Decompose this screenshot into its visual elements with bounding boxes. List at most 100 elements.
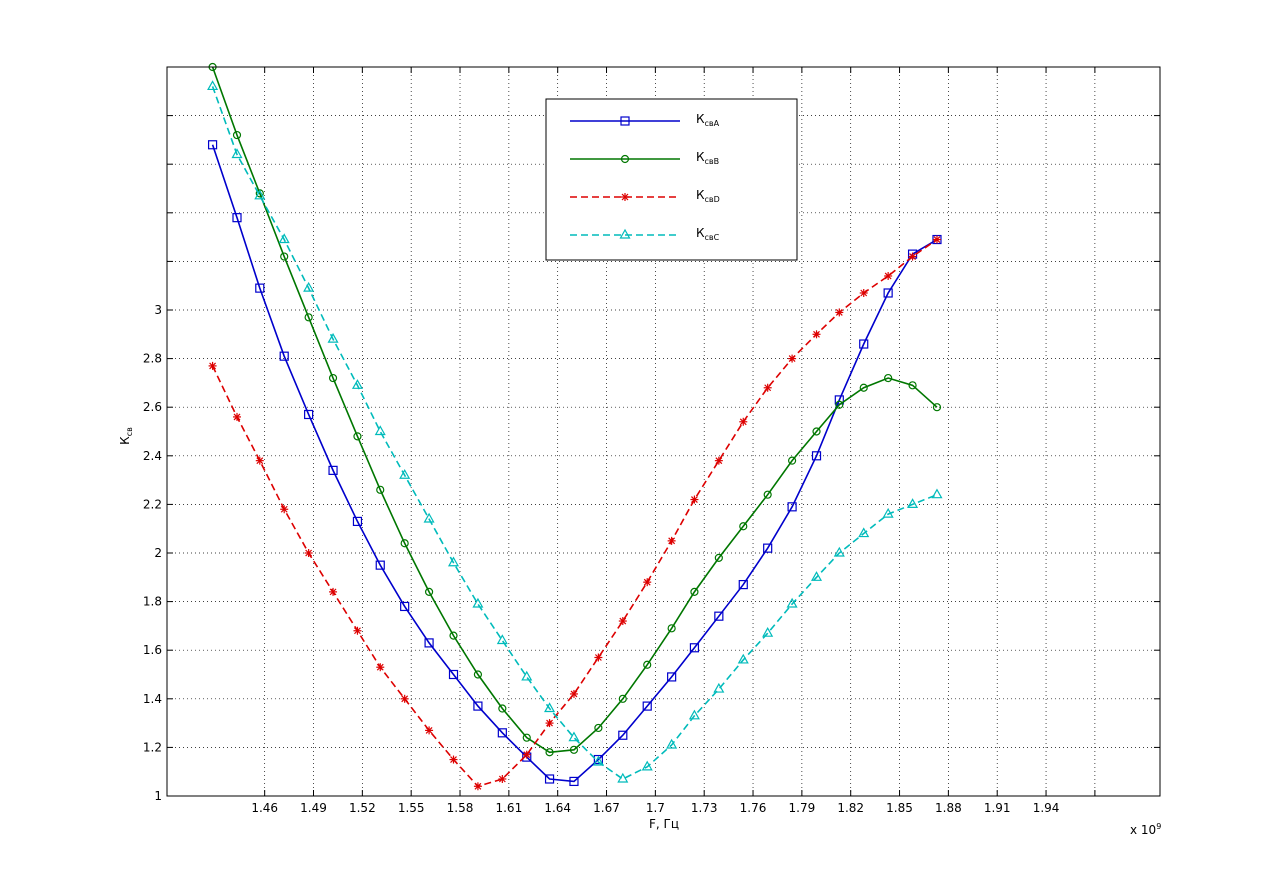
legend-label-sub: свB bbox=[705, 157, 720, 166]
legend-label-sub: свA bbox=[705, 119, 720, 128]
data-point-square bbox=[304, 409, 314, 420]
data-point-circle bbox=[328, 373, 338, 383]
ticks: 1.46 1.49 1.52 1.55 1.58 1.61 1.64 1.67 1.7 1.73 1… bbox=[143, 67, 1160, 815]
star-stroke bbox=[594, 654, 602, 661]
star-stroke bbox=[570, 690, 578, 698]
legend-entry: КсвD bbox=[570, 188, 720, 204]
data-point-square bbox=[738, 579, 748, 590]
data-point-circle bbox=[667, 624, 676, 633]
x-tick-label: 1.76 bbox=[740, 801, 767, 815]
star-stroke bbox=[546, 719, 553, 727]
data-point-square bbox=[618, 730, 628, 740]
x-tick-label: 1.91 bbox=[984, 801, 1011, 815]
data-point-triangle bbox=[374, 425, 386, 436]
y-tick-label: 1.2 bbox=[143, 740, 162, 754]
star-stroke bbox=[835, 309, 843, 316]
y-tick-label: 2 bbox=[154, 546, 162, 560]
data-point-triangle bbox=[351, 379, 363, 389]
data-point-star bbox=[788, 354, 797, 363]
x-tick-label: 1.58 bbox=[447, 801, 474, 815]
y-tick-label: 3 bbox=[154, 303, 162, 317]
legend-label: КсвD bbox=[696, 188, 720, 204]
data-point-triangle bbox=[521, 670, 533, 681]
y-tick-label: 2.8 bbox=[143, 352, 162, 366]
x-tick-label: 1.79 bbox=[789, 801, 816, 815]
series-line bbox=[211, 86, 938, 780]
star-stroke bbox=[305, 549, 313, 557]
data-point-square bbox=[883, 288, 893, 298]
data-point-square bbox=[375, 560, 385, 570]
y-tick-label: 1 bbox=[154, 789, 162, 803]
x-tick-label: 1.61 bbox=[495, 801, 522, 815]
data-point-triangle bbox=[303, 281, 315, 292]
x-tick-label: 1.85 bbox=[886, 801, 913, 815]
data-point-triangle bbox=[496, 634, 508, 645]
data-point-star bbox=[208, 361, 217, 370]
data-point-triangle bbox=[713, 682, 725, 693]
star-stroke bbox=[401, 695, 409, 703]
legend-label-main: К bbox=[696, 226, 705, 240]
data-point-circle bbox=[545, 748, 554, 757]
data-point-circle bbox=[618, 694, 627, 703]
star-stroke bbox=[450, 756, 457, 763]
data-point-circle bbox=[232, 130, 242, 140]
data-point-triangle bbox=[931, 488, 943, 499]
x-tick-label: 1.55 bbox=[398, 801, 425, 815]
data-point-circle bbox=[522, 733, 531, 742]
data-point-triangle bbox=[472, 597, 484, 608]
data-point-star bbox=[232, 412, 241, 421]
data-point-square bbox=[352, 516, 363, 527]
y-axis-title-sub: св bbox=[125, 427, 134, 436]
data-point-circle bbox=[449, 631, 458, 640]
data-point-star bbox=[400, 694, 409, 703]
star-stroke bbox=[619, 617, 627, 625]
data-point-square bbox=[667, 672, 677, 682]
legend-label-main: К bbox=[696, 150, 705, 164]
x-tick-label: 1.7 bbox=[646, 801, 665, 815]
data-point-circle bbox=[280, 252, 289, 261]
legend-label-main: К bbox=[696, 112, 705, 126]
series-свB bbox=[208, 62, 942, 757]
data-point-triangle bbox=[544, 702, 556, 713]
data-point-triangle bbox=[737, 653, 749, 664]
data-point-circle bbox=[376, 485, 385, 494]
data-point-square bbox=[689, 643, 700, 653]
data-point-star bbox=[545, 719, 554, 728]
x-exponent-base: x 10 bbox=[1130, 823, 1156, 837]
x-exponent: x 109 bbox=[1130, 822, 1161, 837]
data-point-circle bbox=[594, 723, 603, 733]
x-tick-label: 1.64 bbox=[544, 801, 571, 815]
star-stroke bbox=[425, 726, 433, 734]
data-point-circle bbox=[932, 403, 942, 412]
data-point-circle bbox=[788, 456, 797, 465]
data-point-triangle bbox=[833, 546, 845, 557]
x-exponent-power: 9 bbox=[1156, 822, 1161, 831]
series-свC bbox=[207, 80, 943, 783]
data-point-square bbox=[714, 611, 724, 621]
series-line bbox=[211, 144, 938, 783]
data-point-triangle bbox=[666, 738, 678, 749]
legend-label-sub: свC bbox=[705, 233, 720, 242]
data-point-star bbox=[425, 726, 434, 735]
y-axis-title-main: К bbox=[118, 436, 132, 445]
data-point-triangle bbox=[641, 760, 653, 771]
data-point-triangle bbox=[231, 148, 243, 159]
data-point-star bbox=[594, 653, 603, 662]
data-point-star bbox=[329, 587, 338, 596]
star-stroke bbox=[376, 663, 384, 671]
star-stroke bbox=[860, 289, 868, 297]
data-point-square bbox=[569, 776, 579, 787]
data-point-circle bbox=[304, 313, 313, 322]
data-point-star bbox=[569, 689, 578, 698]
star-stroke bbox=[498, 775, 506, 783]
data-point-star bbox=[473, 782, 482, 791]
x-tick-label: 1.52 bbox=[349, 801, 376, 815]
star-stroke bbox=[691, 496, 698, 503]
star-stroke bbox=[884, 272, 892, 280]
legend-entry: КсвC bbox=[570, 226, 720, 242]
data-point-square bbox=[207, 140, 218, 150]
legend-label: КсвA bbox=[696, 112, 720, 128]
y-axis-title: Ксв bbox=[118, 427, 134, 445]
data-point-square bbox=[328, 465, 338, 475]
data-point-square bbox=[811, 451, 822, 461]
